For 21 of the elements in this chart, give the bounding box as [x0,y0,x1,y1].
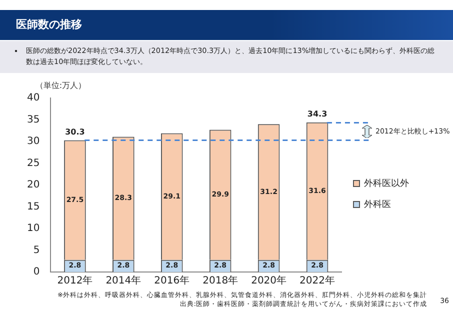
x-tick-label: 2016年 [154,274,190,287]
y-axis-title: （単位:万人） [35,81,86,90]
x-tick-label: 2020年 [251,274,287,287]
x-tick-label: 2014年 [106,274,142,287]
x-tick-label: 2022年 [300,274,335,287]
y-tick-label: 25 [26,158,40,169]
y-tick-label: 30 [26,136,40,148]
legend-label: 外科医以外 [364,178,409,189]
total-label: 30.3 [65,127,85,136]
x-tick-label: 2012年 [57,274,93,287]
y-tick-label: 35 [26,114,40,126]
y-tick-label: 5 [33,244,40,256]
y-tick-label: 20 [26,180,40,191]
total-label: 34.3 [307,109,328,118]
legend-label: 外科医 [364,198,391,210]
y-tick-label: 40 [26,92,40,104]
y-tick-label: 10 [26,223,40,234]
x-tick-label: 2018年 [202,274,238,287]
chart-title: 医師数の推移 [16,18,82,31]
y-tick-label: 0 [33,266,40,278]
y-tick-label: 15 [26,201,40,212]
